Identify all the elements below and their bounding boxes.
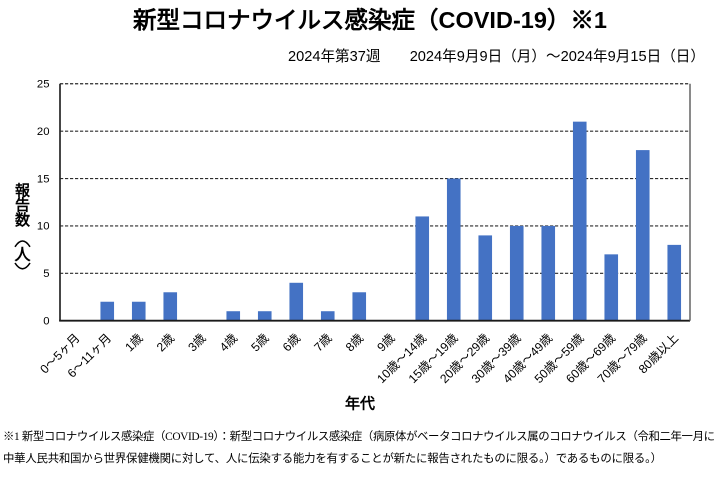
svg-text:年代: 年代 bbox=[345, 395, 375, 413]
svg-text:人: 人 bbox=[13, 246, 31, 264]
svg-text:報: 報 bbox=[15, 181, 31, 199]
svg-text:※1 新型コロナウイルス感染症（COVID-19）：新型コロ: ※1 新型コロナウイルス感染症（COVID-19）：新型コロナウイルス感染症（病… bbox=[3, 429, 715, 443]
svg-text:10: 10 bbox=[37, 221, 50, 233]
svg-text:数: 数 bbox=[14, 211, 31, 229]
svg-text:0: 0 bbox=[43, 316, 49, 328]
svg-text:告: 告 bbox=[15, 196, 30, 214]
svg-text:25: 25 bbox=[37, 79, 50, 91]
svg-text:2024年第37週 2024年9月9日（月）～2024年9: 2024年第37週 2024年9月9日（月）～2024年9月15日（日） bbox=[288, 48, 705, 65]
svg-text:中華人民共和国から世界保健機関に対して、人に伝染する能力を有: 中華人民共和国から世界保健機関に対して、人に伝染する能力を有することが新たに報告… bbox=[3, 451, 662, 465]
svg-text:15: 15 bbox=[37, 173, 50, 185]
svg-text:5: 5 bbox=[43, 268, 49, 280]
svg-text:20: 20 bbox=[37, 126, 50, 138]
svg-text:新型コロナウイルス感染症（COVID-19）※1: 新型コロナウイルス感染症（COVID-19）※1 bbox=[132, 6, 607, 33]
